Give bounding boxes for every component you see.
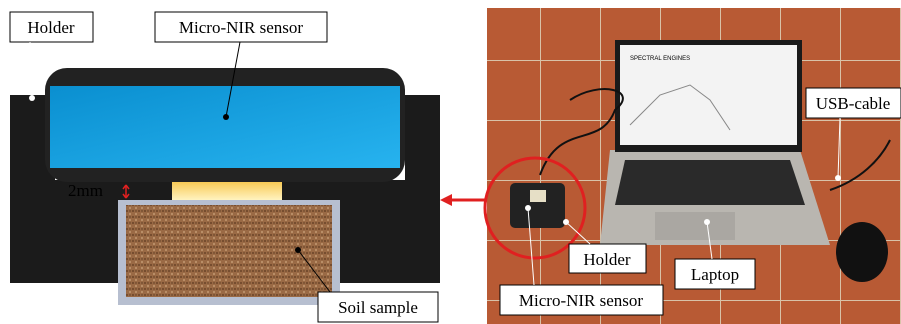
sensor [510, 183, 565, 228]
diagram: 2mm Holder Micro-NIR sensor Soil sample [10, 12, 440, 322]
sensor-photo-label: Micro-NIR sensor [519, 291, 644, 310]
laptop-label: Laptop [691, 265, 739, 284]
touchpad [655, 212, 735, 240]
leader [30, 42, 32, 98]
leader-dot [525, 205, 531, 211]
holder-label: Holder [27, 18, 75, 37]
screen-brand: SPECTRAL ENGINES [630, 56, 690, 62]
link-arrowhead [440, 194, 452, 206]
soil-label: Soil sample [338, 298, 418, 317]
sensor-body [50, 86, 400, 168]
sensor-sticker [530, 190, 546, 202]
figure: 2mm Holder Micro-NIR sensor Soil sample … [0, 0, 901, 324]
leader-dot [295, 247, 301, 253]
sensor-window [172, 180, 282, 200]
sensor-label: Micro-NIR sensor [179, 18, 304, 37]
photo: SPECTRAL ENGINES USB-cable Holder Laptop… [485, 8, 901, 324]
gap-label: 2mm [68, 181, 103, 200]
mouse [836, 222, 888, 282]
leader-dot [704, 219, 710, 225]
leader-dot [223, 114, 229, 120]
holder-photo-label: Holder [583, 250, 631, 269]
keyboard [615, 160, 805, 205]
leader-dot [563, 219, 569, 225]
leader-dot [835, 175, 841, 181]
leader-dot [29, 95, 35, 101]
soil [126, 205, 332, 297]
usb-label: USB-cable [816, 94, 891, 113]
